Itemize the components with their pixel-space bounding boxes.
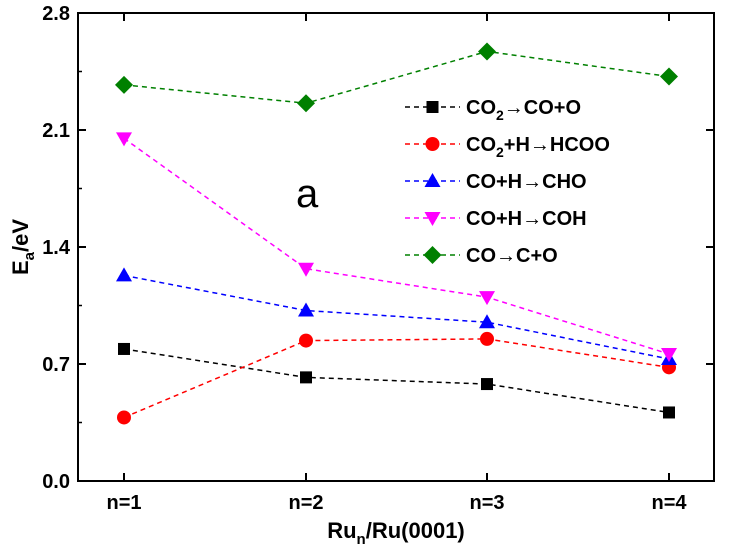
series-3 xyxy=(116,132,677,362)
data-point xyxy=(480,331,494,346)
legend: CO2→CO+O CO2+H→HCOO CO+H→CHO CO+H→COH CO→C+O xyxy=(405,97,610,267)
data-point xyxy=(298,262,314,277)
series-0 xyxy=(118,342,675,419)
y-tick-label: 0.0 xyxy=(42,471,70,493)
data-point xyxy=(481,378,493,391)
x-tick-label: n=3 xyxy=(469,492,504,514)
series-layer xyxy=(115,42,678,425)
legend-label: CO2+H→HCOO xyxy=(466,134,610,160)
plot-frame xyxy=(77,12,715,482)
x-tick-label: n=1 xyxy=(106,492,141,514)
series-line xyxy=(123,50,670,105)
data-point xyxy=(661,347,677,362)
series-line xyxy=(123,348,670,414)
x-tick-label: n=4 xyxy=(651,492,687,514)
legend-marker xyxy=(426,101,439,113)
y-tick-label: 2.1 xyxy=(42,120,70,142)
series-1 xyxy=(117,331,676,425)
series-line xyxy=(123,338,670,419)
data-point xyxy=(300,371,312,384)
data-point xyxy=(115,75,133,94)
legend-item: CO+H→COH xyxy=(405,208,587,230)
data-point xyxy=(479,291,495,306)
legend-item: CO2+H→HCOO xyxy=(405,134,610,160)
legend-label: CO→C+O xyxy=(466,245,558,267)
data-point xyxy=(118,342,130,355)
panel-label: a xyxy=(296,172,319,216)
series-4 xyxy=(115,42,678,113)
data-point xyxy=(660,67,678,86)
legend-label: CO+H→COH xyxy=(466,208,587,230)
series-line xyxy=(123,137,670,355)
y-axis-label: Ea/eV xyxy=(8,219,38,275)
legend-marker xyxy=(425,137,440,151)
legend-item: CO→C+O xyxy=(405,245,558,267)
y-tick-label: 0.7 xyxy=(42,354,70,376)
legend-item: CO+H→CHO xyxy=(405,171,587,193)
series-2 xyxy=(116,267,677,365)
legend-label: CO2→CO+O xyxy=(466,97,581,123)
series-line xyxy=(123,274,670,360)
data-point xyxy=(299,333,313,348)
data-point xyxy=(663,406,675,419)
x-axis-label: Run/Ru(0001) xyxy=(327,518,465,548)
data-point xyxy=(117,410,131,425)
data-point xyxy=(478,42,496,61)
data-point xyxy=(297,94,315,113)
legend-marker xyxy=(424,212,441,226)
legend-marker xyxy=(423,246,442,264)
legend-marker xyxy=(424,173,441,187)
axes: 0.0 0.7 1.4 2.1 2.8 n=1 n=2 n=3 n=4 Run/Ru(0001) E… xyxy=(8,3,715,548)
data-point xyxy=(479,314,495,329)
legend-label: CO+H→CHO xyxy=(466,171,587,193)
data-point xyxy=(116,132,132,147)
x-tick-label: n=2 xyxy=(288,492,323,514)
y-tick-label: 1.4 xyxy=(42,237,71,259)
data-point xyxy=(298,302,314,317)
legend-item: CO2→CO+O xyxy=(405,97,581,123)
y-tick-label: 2.8 xyxy=(42,3,70,25)
data-point xyxy=(116,267,132,282)
